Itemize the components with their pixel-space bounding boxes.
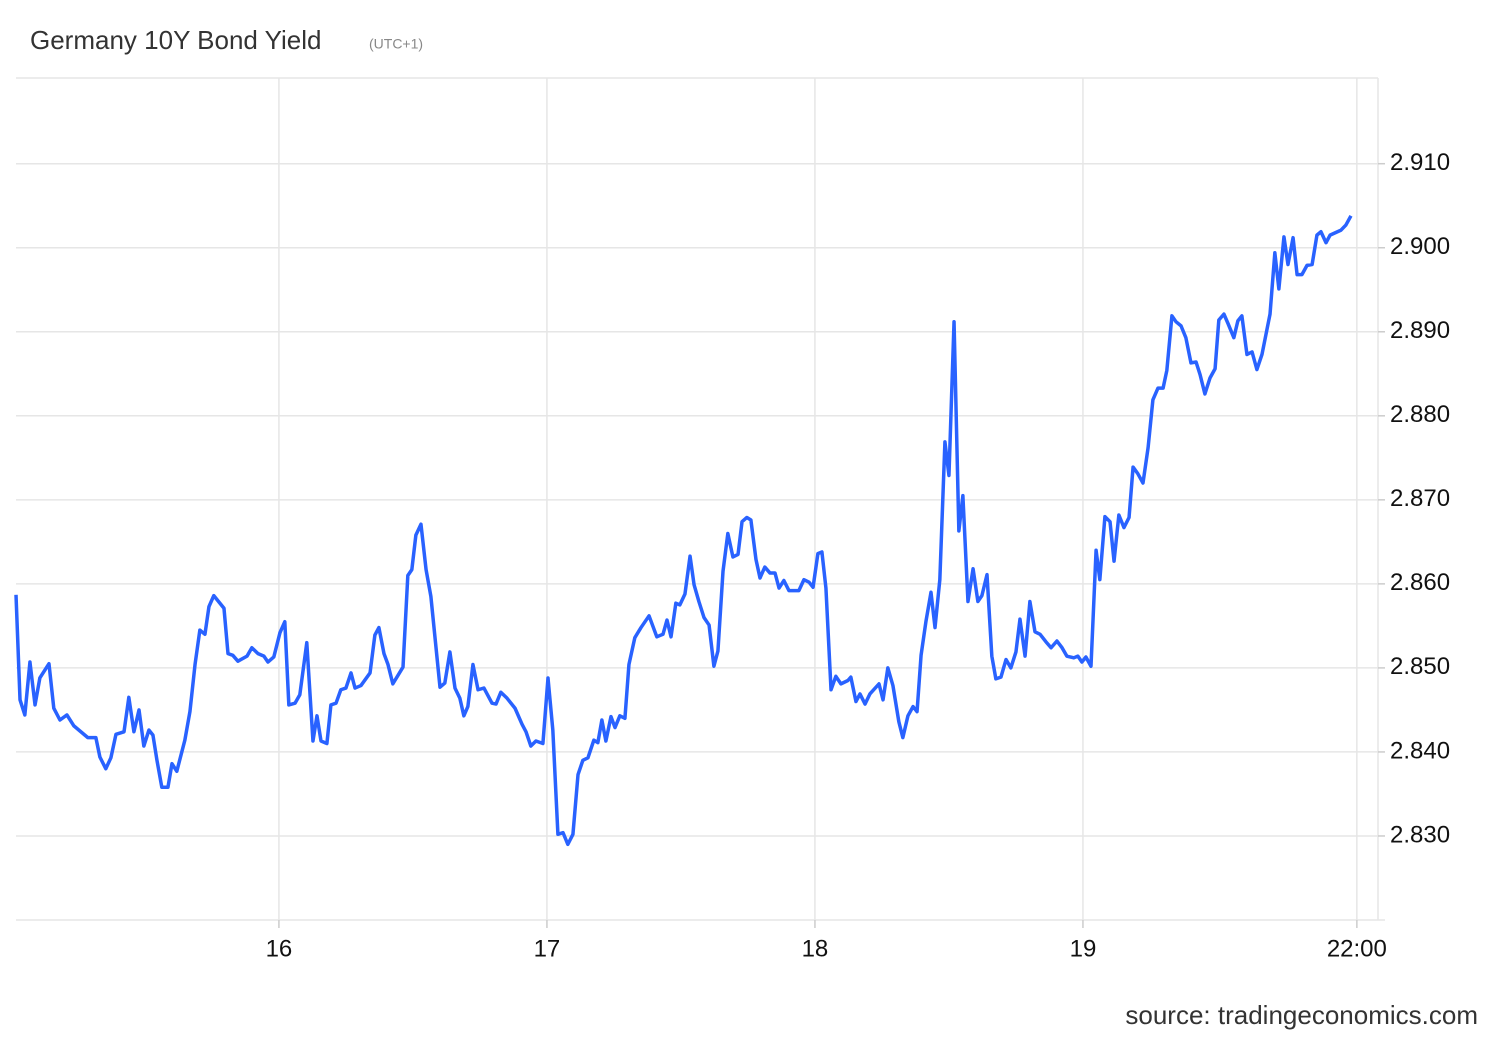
chart-subtitle: (UTC+1) xyxy=(369,36,423,52)
y-tick-label: 2.870 xyxy=(1390,485,1450,512)
y-tick-label: 2.910 xyxy=(1390,149,1450,176)
y-tick-label: 2.880 xyxy=(1390,401,1450,428)
x-tick-label: 19 xyxy=(1070,935,1097,962)
y-tick-label: 2.860 xyxy=(1390,569,1450,596)
source: source: tradingeconomics.com xyxy=(1125,1000,1478,1030)
x-tick-label: 22:00 xyxy=(1327,935,1387,962)
x-tick-label: 18 xyxy=(802,935,829,962)
x-tick-label: 17 xyxy=(534,935,561,962)
y-tick-label: 2.890 xyxy=(1390,317,1450,344)
y-tick-label: 2.840 xyxy=(1390,737,1450,764)
chart-title: Germany 10Y Bond Yield xyxy=(30,25,321,55)
y-tick-label: 2.900 xyxy=(1390,233,1450,260)
x-tick-label: 16 xyxy=(266,935,293,962)
line-series xyxy=(14,214,1353,847)
y-tick-label: 2.830 xyxy=(1390,821,1450,848)
y-tick-label: 2.850 xyxy=(1390,653,1450,680)
